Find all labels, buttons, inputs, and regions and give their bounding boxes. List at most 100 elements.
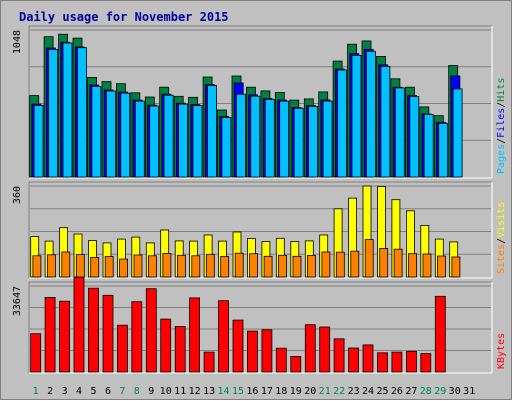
x-tick-label: 16 xyxy=(246,386,258,397)
legend-entry: KBytes xyxy=(496,333,507,369)
panel-ymax-label: 33647 xyxy=(12,286,23,316)
bar-sites xyxy=(148,255,157,278)
bar-pages xyxy=(365,50,376,178)
x-tick-label: 17 xyxy=(261,386,273,397)
bar-kbytes xyxy=(261,329,273,373)
bar-pages xyxy=(192,105,203,178)
bar-pages xyxy=(250,95,261,178)
bar-pages xyxy=(149,105,160,178)
x-tick-label: 1 xyxy=(33,386,39,397)
bar-sites xyxy=(47,254,56,278)
legend-entry: Pages xyxy=(496,144,507,174)
bar-kbytes xyxy=(362,344,374,373)
legend-entry: / xyxy=(496,238,507,244)
bar-pages xyxy=(62,42,73,178)
bar-kbytes xyxy=(73,276,85,373)
bar-sites xyxy=(191,255,201,278)
x-tick-label: 11 xyxy=(174,386,186,397)
bar-sites xyxy=(278,254,287,278)
bar-kbytes xyxy=(434,295,446,373)
x-tick-label: 5 xyxy=(90,386,96,397)
bar-pages xyxy=(409,96,420,178)
bar-sites xyxy=(422,253,432,278)
x-tick-label: 20 xyxy=(304,386,316,397)
bar-kbytes xyxy=(174,326,186,373)
panel-legend: Sites/Visits xyxy=(496,202,507,274)
bar-kbytes xyxy=(30,333,42,373)
bar-sites xyxy=(263,255,273,278)
bar-pages xyxy=(452,88,463,178)
bar-pages xyxy=(380,66,391,178)
bar-pages xyxy=(163,94,174,178)
panel-ymax-label: 1048 xyxy=(12,30,23,54)
bar-pages xyxy=(77,47,87,178)
bar-kbytes xyxy=(131,301,143,373)
bar-sites xyxy=(335,251,345,278)
bar-kbytes xyxy=(203,351,215,373)
bar-pages xyxy=(322,100,333,178)
bar-kbytes xyxy=(304,324,316,373)
legend-entry: Hits xyxy=(496,78,507,102)
bar-pages xyxy=(394,87,405,178)
bar-sites xyxy=(350,250,360,278)
bar-sites xyxy=(162,253,172,278)
bar-pages xyxy=(337,69,347,178)
bar-kbytes xyxy=(290,355,302,373)
bar-pages xyxy=(48,49,58,178)
bar-pages xyxy=(178,103,189,178)
bar-kbytes xyxy=(102,294,114,373)
bar-pages xyxy=(106,90,116,178)
bar-sites xyxy=(306,255,316,278)
bar-kbytes xyxy=(246,330,258,373)
bar-pages xyxy=(423,114,434,178)
bar-kbytes xyxy=(348,347,360,373)
bar-pages xyxy=(134,100,145,178)
x-tick-label: 13 xyxy=(203,386,215,397)
bar-kbytes xyxy=(391,351,403,373)
bar-sites xyxy=(249,253,259,278)
panel-ymax-label: 360 xyxy=(12,186,23,204)
bar-pages xyxy=(235,93,246,178)
bar-pages xyxy=(308,106,319,178)
x-tick-label: 4 xyxy=(76,386,82,397)
bar-kbytes xyxy=(232,319,244,373)
bar-kbytes xyxy=(189,297,201,373)
bar-sites xyxy=(408,253,418,278)
bar-kbytes xyxy=(145,288,157,373)
x-tick-label: 25 xyxy=(376,386,388,397)
x-tick-label: 6 xyxy=(105,386,111,397)
bar-kbytes xyxy=(377,352,388,373)
bar-pages xyxy=(264,99,275,178)
bar-kbytes xyxy=(160,318,172,373)
bar-sites xyxy=(437,255,446,278)
bar-pages xyxy=(221,117,232,178)
x-tick-label: 7 xyxy=(119,386,125,397)
bar-sites xyxy=(220,256,230,278)
x-tick-label: 12 xyxy=(189,386,201,397)
bar-sites xyxy=(321,251,331,278)
x-tick-label: 22 xyxy=(333,386,345,397)
bar-sites xyxy=(75,254,85,278)
bar-sites xyxy=(119,258,128,278)
bar-kbytes xyxy=(333,338,345,373)
bar-pages xyxy=(207,85,217,178)
x-tick-label: 27 xyxy=(405,386,417,397)
bar-sites xyxy=(133,254,143,278)
chart-layer: 1048Pages/Files/Hits360Sites/Visits33647… xyxy=(12,25,507,397)
bar-kbytes xyxy=(59,300,70,373)
panel-legend: KBytes xyxy=(496,333,507,369)
chart-title: Daily usage for November 2015 xyxy=(19,10,229,24)
x-tick-label: 18 xyxy=(275,386,287,397)
bar-pages xyxy=(33,105,44,178)
x-tick-label: 8 xyxy=(134,386,140,397)
x-tick-label: 29 xyxy=(434,386,446,397)
bar-kbytes xyxy=(420,353,432,373)
bar-kbytes xyxy=(275,347,287,373)
x-tick-label: 3 xyxy=(62,386,68,397)
bar-sites xyxy=(451,256,461,278)
bar-kbytes xyxy=(44,296,56,373)
bar-pages xyxy=(293,107,304,178)
x-tick-label: 26 xyxy=(391,386,403,397)
x-tick-label: 9 xyxy=(148,386,154,397)
